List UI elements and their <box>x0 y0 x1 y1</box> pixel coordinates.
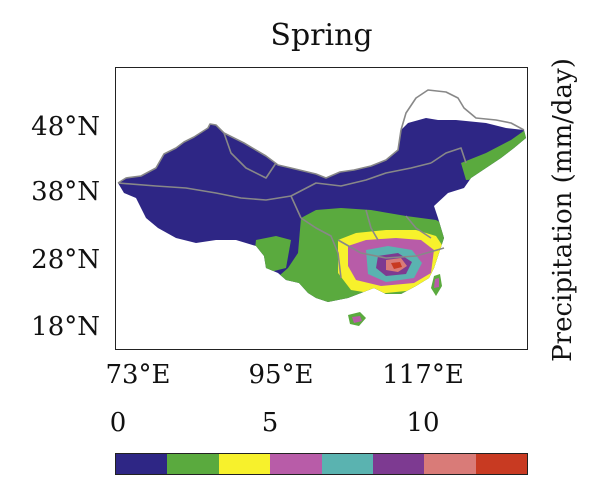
colorbar-cell <box>270 454 322 474</box>
island-hainan-core <box>352 316 362 323</box>
colorbar-tick-0: 0 <box>109 408 127 438</box>
colorbar <box>115 453 528 475</box>
band-red <box>391 262 402 269</box>
band-green-southwest <box>254 236 291 273</box>
lat-label-38n: 38°N <box>31 177 100 207</box>
colorbar-cell <box>475 454 527 474</box>
lon-label-73e: 73°E <box>105 360 171 390</box>
lat-label-48n: 48°N <box>31 112 100 142</box>
border-lines <box>117 89 525 279</box>
colorbar-cell <box>167 454 219 474</box>
colorbar-tick-10: 10 <box>406 408 440 438</box>
colorbar-tick-5: 5 <box>261 408 279 438</box>
colorbar-cell <box>372 454 425 474</box>
colorbar-cell <box>116 454 168 474</box>
precipitation-map <box>115 67 528 350</box>
china-map-svg <box>117 89 526 326</box>
lon-label-95e: 95°E <box>248 360 314 390</box>
lat-label-18n: 18°N <box>31 312 100 342</box>
map-title: Spring <box>270 18 373 53</box>
colorbar-unit-label: Precipitation (mm/day) <box>548 58 578 362</box>
colorbar-cell <box>321 454 373 474</box>
lon-label-117e: 117°E <box>382 360 464 390</box>
island-taiwan-core <box>434 278 439 288</box>
colorbar-cell <box>218 454 271 474</box>
colorbar-cell <box>424 454 476 474</box>
lat-label-28n: 28°N <box>31 245 100 275</box>
